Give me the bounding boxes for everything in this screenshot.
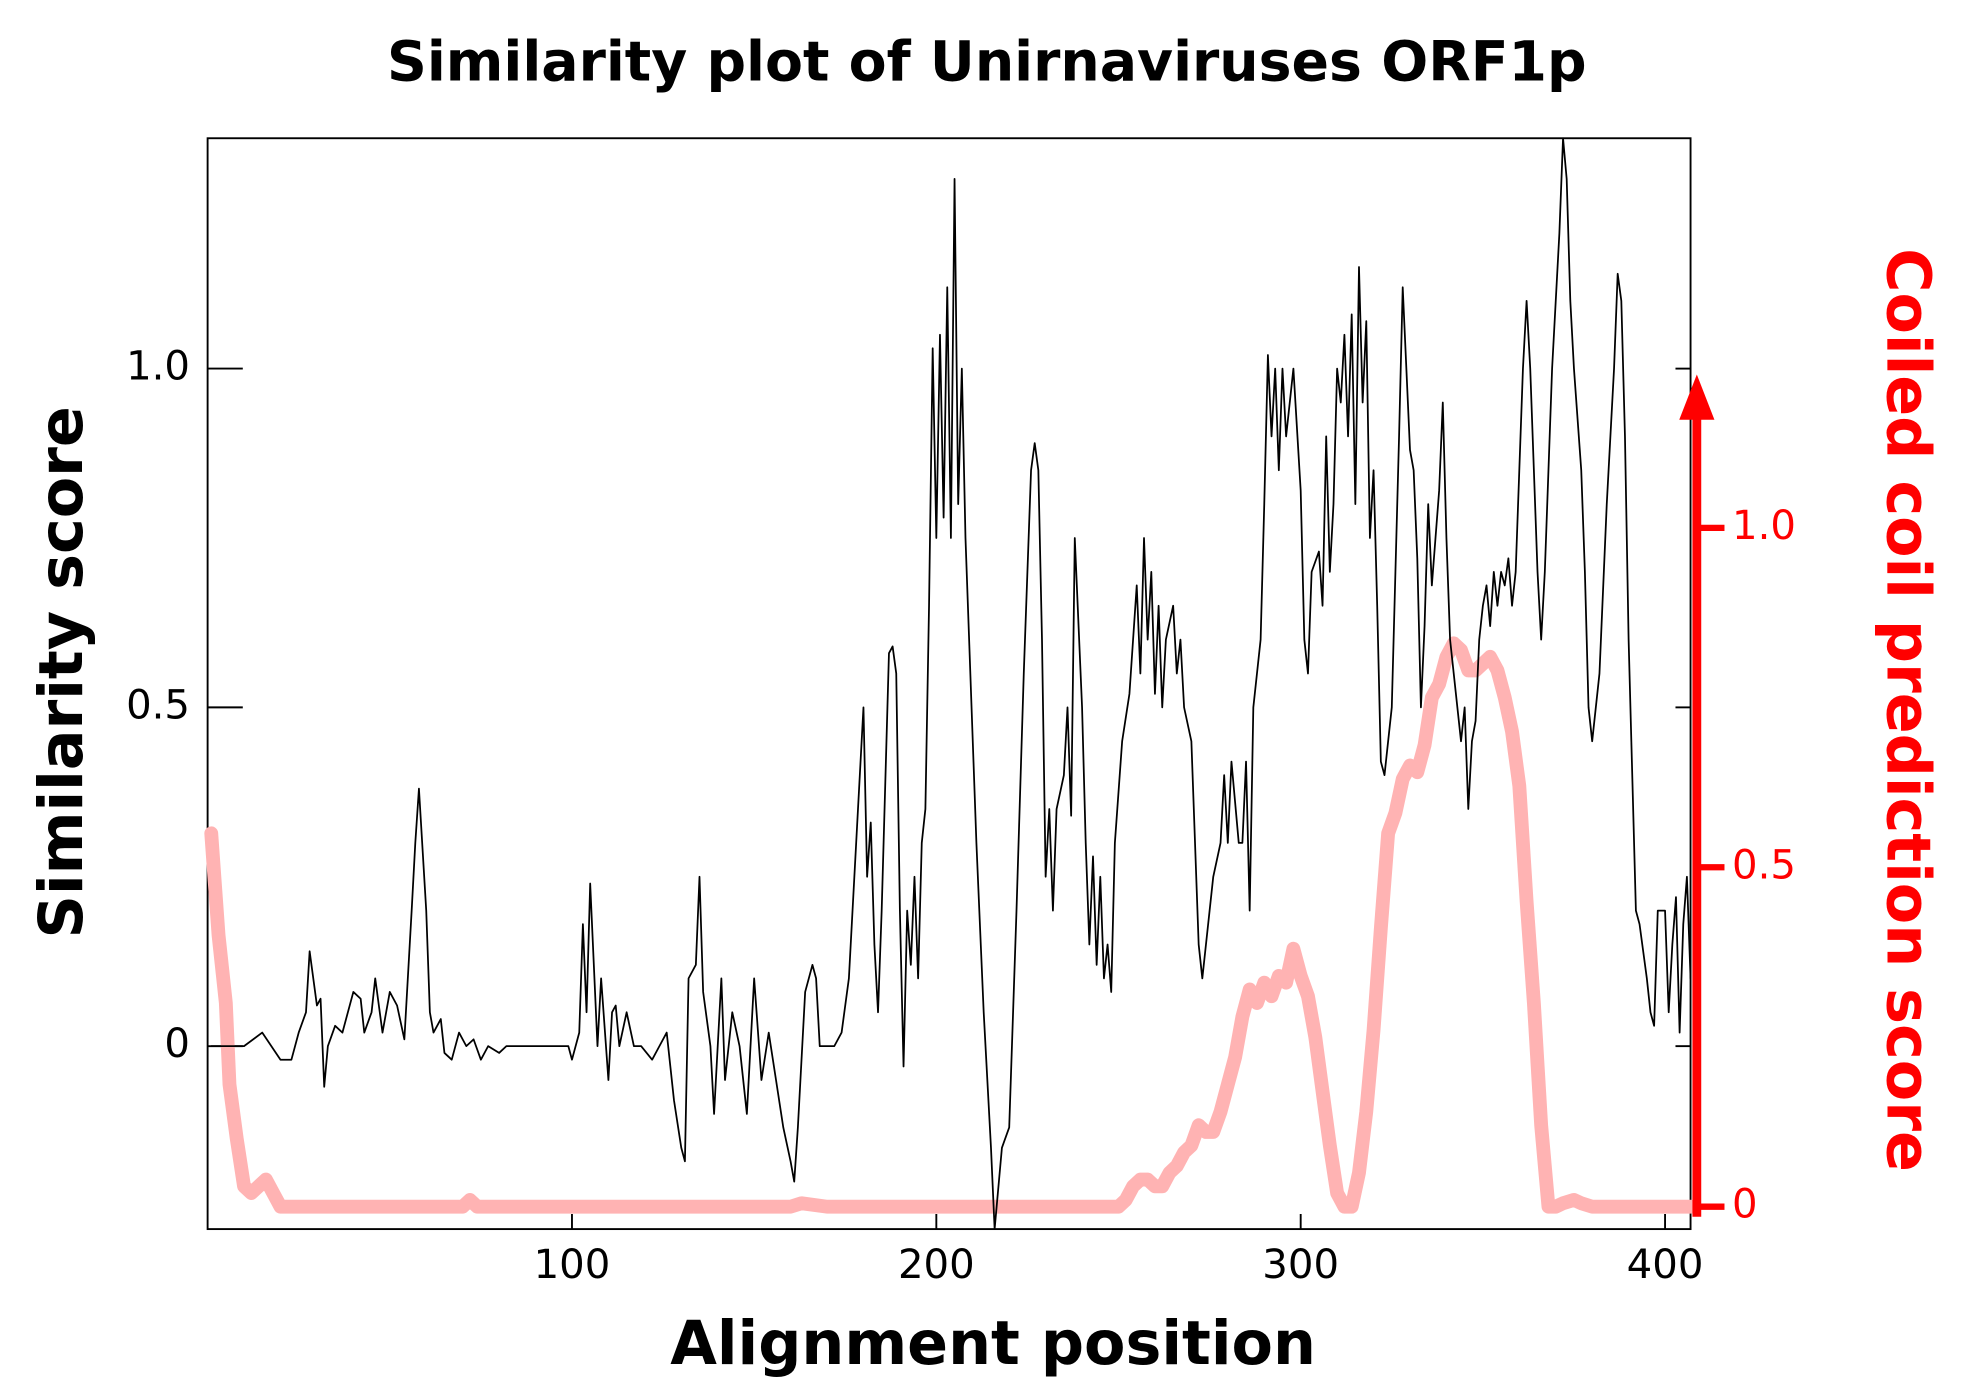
y2-axis-arrow bbox=[1679, 374, 1715, 420]
y2-tick-label: 0 bbox=[1732, 1182, 1758, 1228]
y-tick-label: 0 bbox=[164, 1021, 190, 1067]
y2-tick-label: 0.5 bbox=[1732, 842, 1796, 888]
plot-frame bbox=[206, 137, 1692, 1231]
chart-title: Similarity plot of Unirnaviruses ORF1p bbox=[387, 30, 1587, 94]
x-axis-label: Alignment position bbox=[670, 1309, 1316, 1379]
y-tick-label: 1.0 bbox=[126, 344, 190, 390]
x-tick-label: 400 bbox=[1627, 1242, 1704, 1288]
coiled-coil-line bbox=[204, 636, 1698, 1214]
y-tick-label: 0.5 bbox=[126, 682, 190, 728]
x-tick-label: 200 bbox=[898, 1242, 975, 1288]
y2-tick-label: 1.0 bbox=[1732, 503, 1796, 549]
y2-axis-label: Coiled coil prediction score bbox=[1873, 248, 1943, 1172]
x-tick-label: 100 bbox=[534, 1242, 611, 1288]
y-axis-label: Similarity score bbox=[27, 406, 97, 938]
similarity-line bbox=[210, 137, 1692, 1230]
x-tick-label: 300 bbox=[1262, 1242, 1339, 1288]
